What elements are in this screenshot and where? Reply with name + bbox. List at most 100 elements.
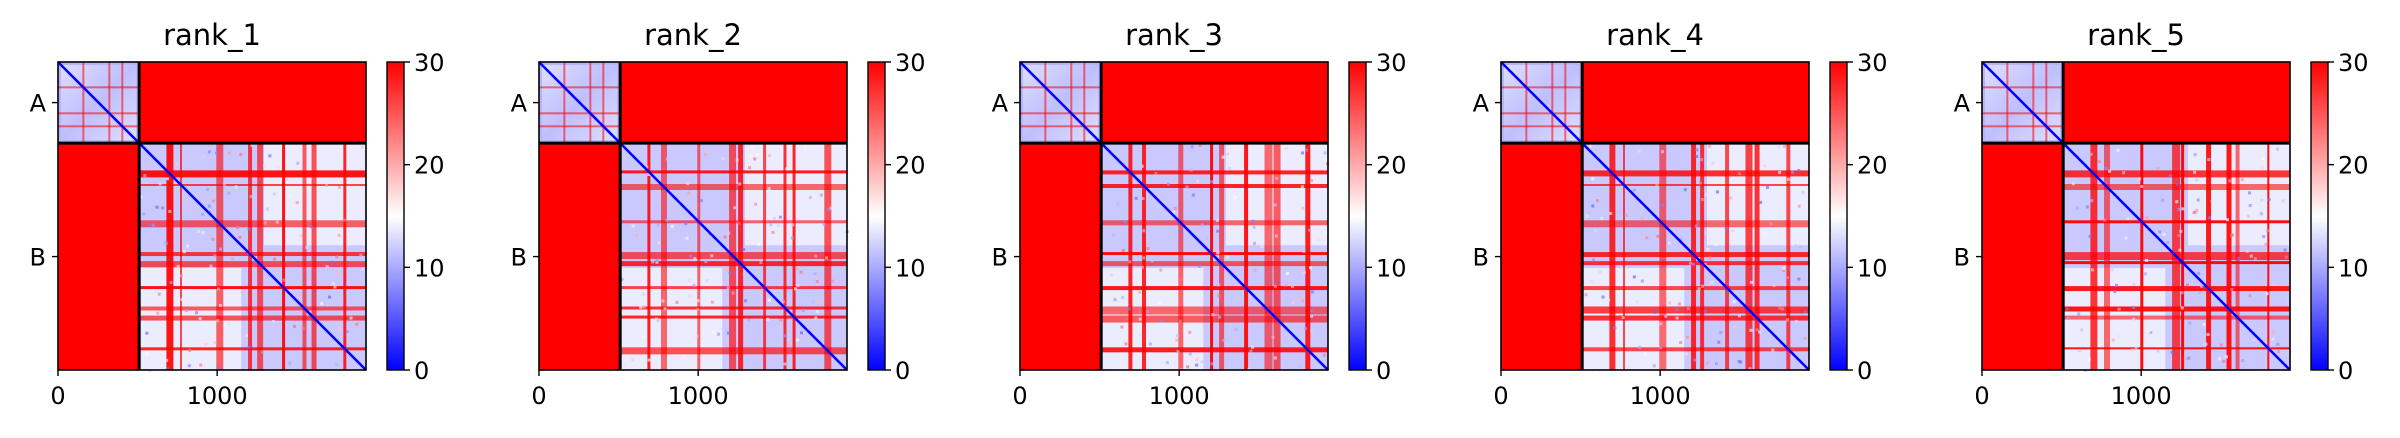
heatmap-cell [639,305,643,309]
heatmap-cell [1142,229,1146,233]
heatmap-cell [238,235,242,239]
heatmap-cell [271,319,275,323]
heatmap-cell [188,348,192,352]
error-stripe [763,143,767,370]
heatmap-cell [641,292,645,296]
heatmap-cell [710,254,714,258]
error-stripe [1101,347,1328,353]
panel-title: rank_5 [2087,18,2185,52]
heatmap-cell [1233,196,1237,200]
heatmap-cell [1763,164,1767,168]
heatmap-cell [244,366,248,370]
heatmap-cell [1188,352,1192,356]
heatmap-cell [1600,216,1604,220]
y-tick-label: B [1473,244,1489,272]
heatmap-cell [165,358,169,362]
error-stripe [1582,286,1809,291]
heatmap-cell [1317,238,1321,242]
heatmap-cell [717,332,721,336]
heatmap-cell [201,231,205,235]
heatmap-cell [262,164,266,168]
heatmap-cell [799,270,803,274]
colorbar-frame [1348,61,1367,371]
heatmap-cell [1786,275,1790,279]
heatmap-cell [1683,188,1687,192]
heatmap-cell [1759,200,1763,204]
heatmap-cell [1300,299,1304,303]
heatmap-cell [721,157,725,161]
heatmap-cell [2090,199,2094,203]
heatmap-cell [743,299,747,303]
heatmap-cell [143,174,147,178]
heatmap-cell [1661,203,1665,207]
heatmap-cell [219,247,223,251]
heatmap-cell [1652,364,1656,368]
heatmap-cell [338,326,342,330]
heatmap-cell [645,165,649,169]
heatmap-cell [342,218,346,222]
heatmap-cell [1667,241,1671,245]
block-b-region [744,143,847,246]
heatmap-cell [759,261,763,265]
heatmap-cell [816,310,820,314]
heatmap-cell [2283,248,2287,252]
heatmap-cell [1594,229,1598,233]
heatmap-cell [2222,359,2226,363]
heatmap-cell [166,177,170,181]
error-stripe [257,143,264,370]
error-stripe [2181,143,2185,370]
heatmap [538,61,849,371]
heatmap-cell [1689,261,1693,265]
heatmap-cell [1638,345,1642,349]
heatmap-cell [1146,310,1150,314]
heatmap-cell [1790,341,1794,345]
colorbar-tick-label: 10 [895,254,926,282]
heatmap-cell [2144,272,2148,276]
heatmap-cell [819,193,823,197]
heatmap-cell [1737,314,1741,318]
heatmap-cell [1738,172,1742,176]
heatmap-cell [1134,196,1138,200]
heatmap-cell [733,206,737,210]
diagonal-chain-b [619,142,848,371]
heatmap-cell [2103,218,2107,222]
heatmap-cell [1216,251,1220,255]
heatmap-cell [1195,358,1199,362]
heatmap-cell [2225,355,2229,359]
colorbar-tick-label: 20 [414,152,445,180]
heatmap-cell [2195,208,2199,212]
heatmap-cell [293,324,297,328]
error-stripe [620,306,847,310]
heatmap-cell [299,234,303,238]
heatmap-cell [1274,234,1278,238]
heatmap-cell [1209,180,1213,184]
error-stripe [738,143,744,370]
heatmap-cell [620,278,624,282]
heatmap-cell [2193,153,2197,157]
heatmap-cell [1700,198,1704,202]
heatmap-cell [179,274,183,278]
y-tick-label: A [30,90,47,118]
error-stripe [1501,86,1583,89]
error-stripe [1582,306,1809,314]
heatmap-cell [1794,244,1798,248]
heatmap-cell [1621,316,1625,320]
heatmap-cell [175,162,179,166]
heatmap-cell [1797,277,1801,281]
heatmap-cell [634,233,638,237]
error-stripe [620,286,847,290]
heatmap-cell [155,205,159,209]
heatmap-cell [727,231,731,235]
heatmap-cell [1677,302,1681,306]
heatmap-cell [1309,309,1313,313]
heatmap-cell [1598,270,1602,274]
heatmap-cell [1260,245,1264,249]
y-tick-label: B [1954,244,1970,272]
heatmap-cell [1704,192,1708,196]
heatmap-cell [207,204,211,208]
heatmap-cell [2228,179,2232,183]
error-stripe [2045,62,2048,144]
heatmap-cell [1708,144,1712,148]
heatmap-cell [247,227,251,231]
heatmap-cell [1758,330,1762,334]
